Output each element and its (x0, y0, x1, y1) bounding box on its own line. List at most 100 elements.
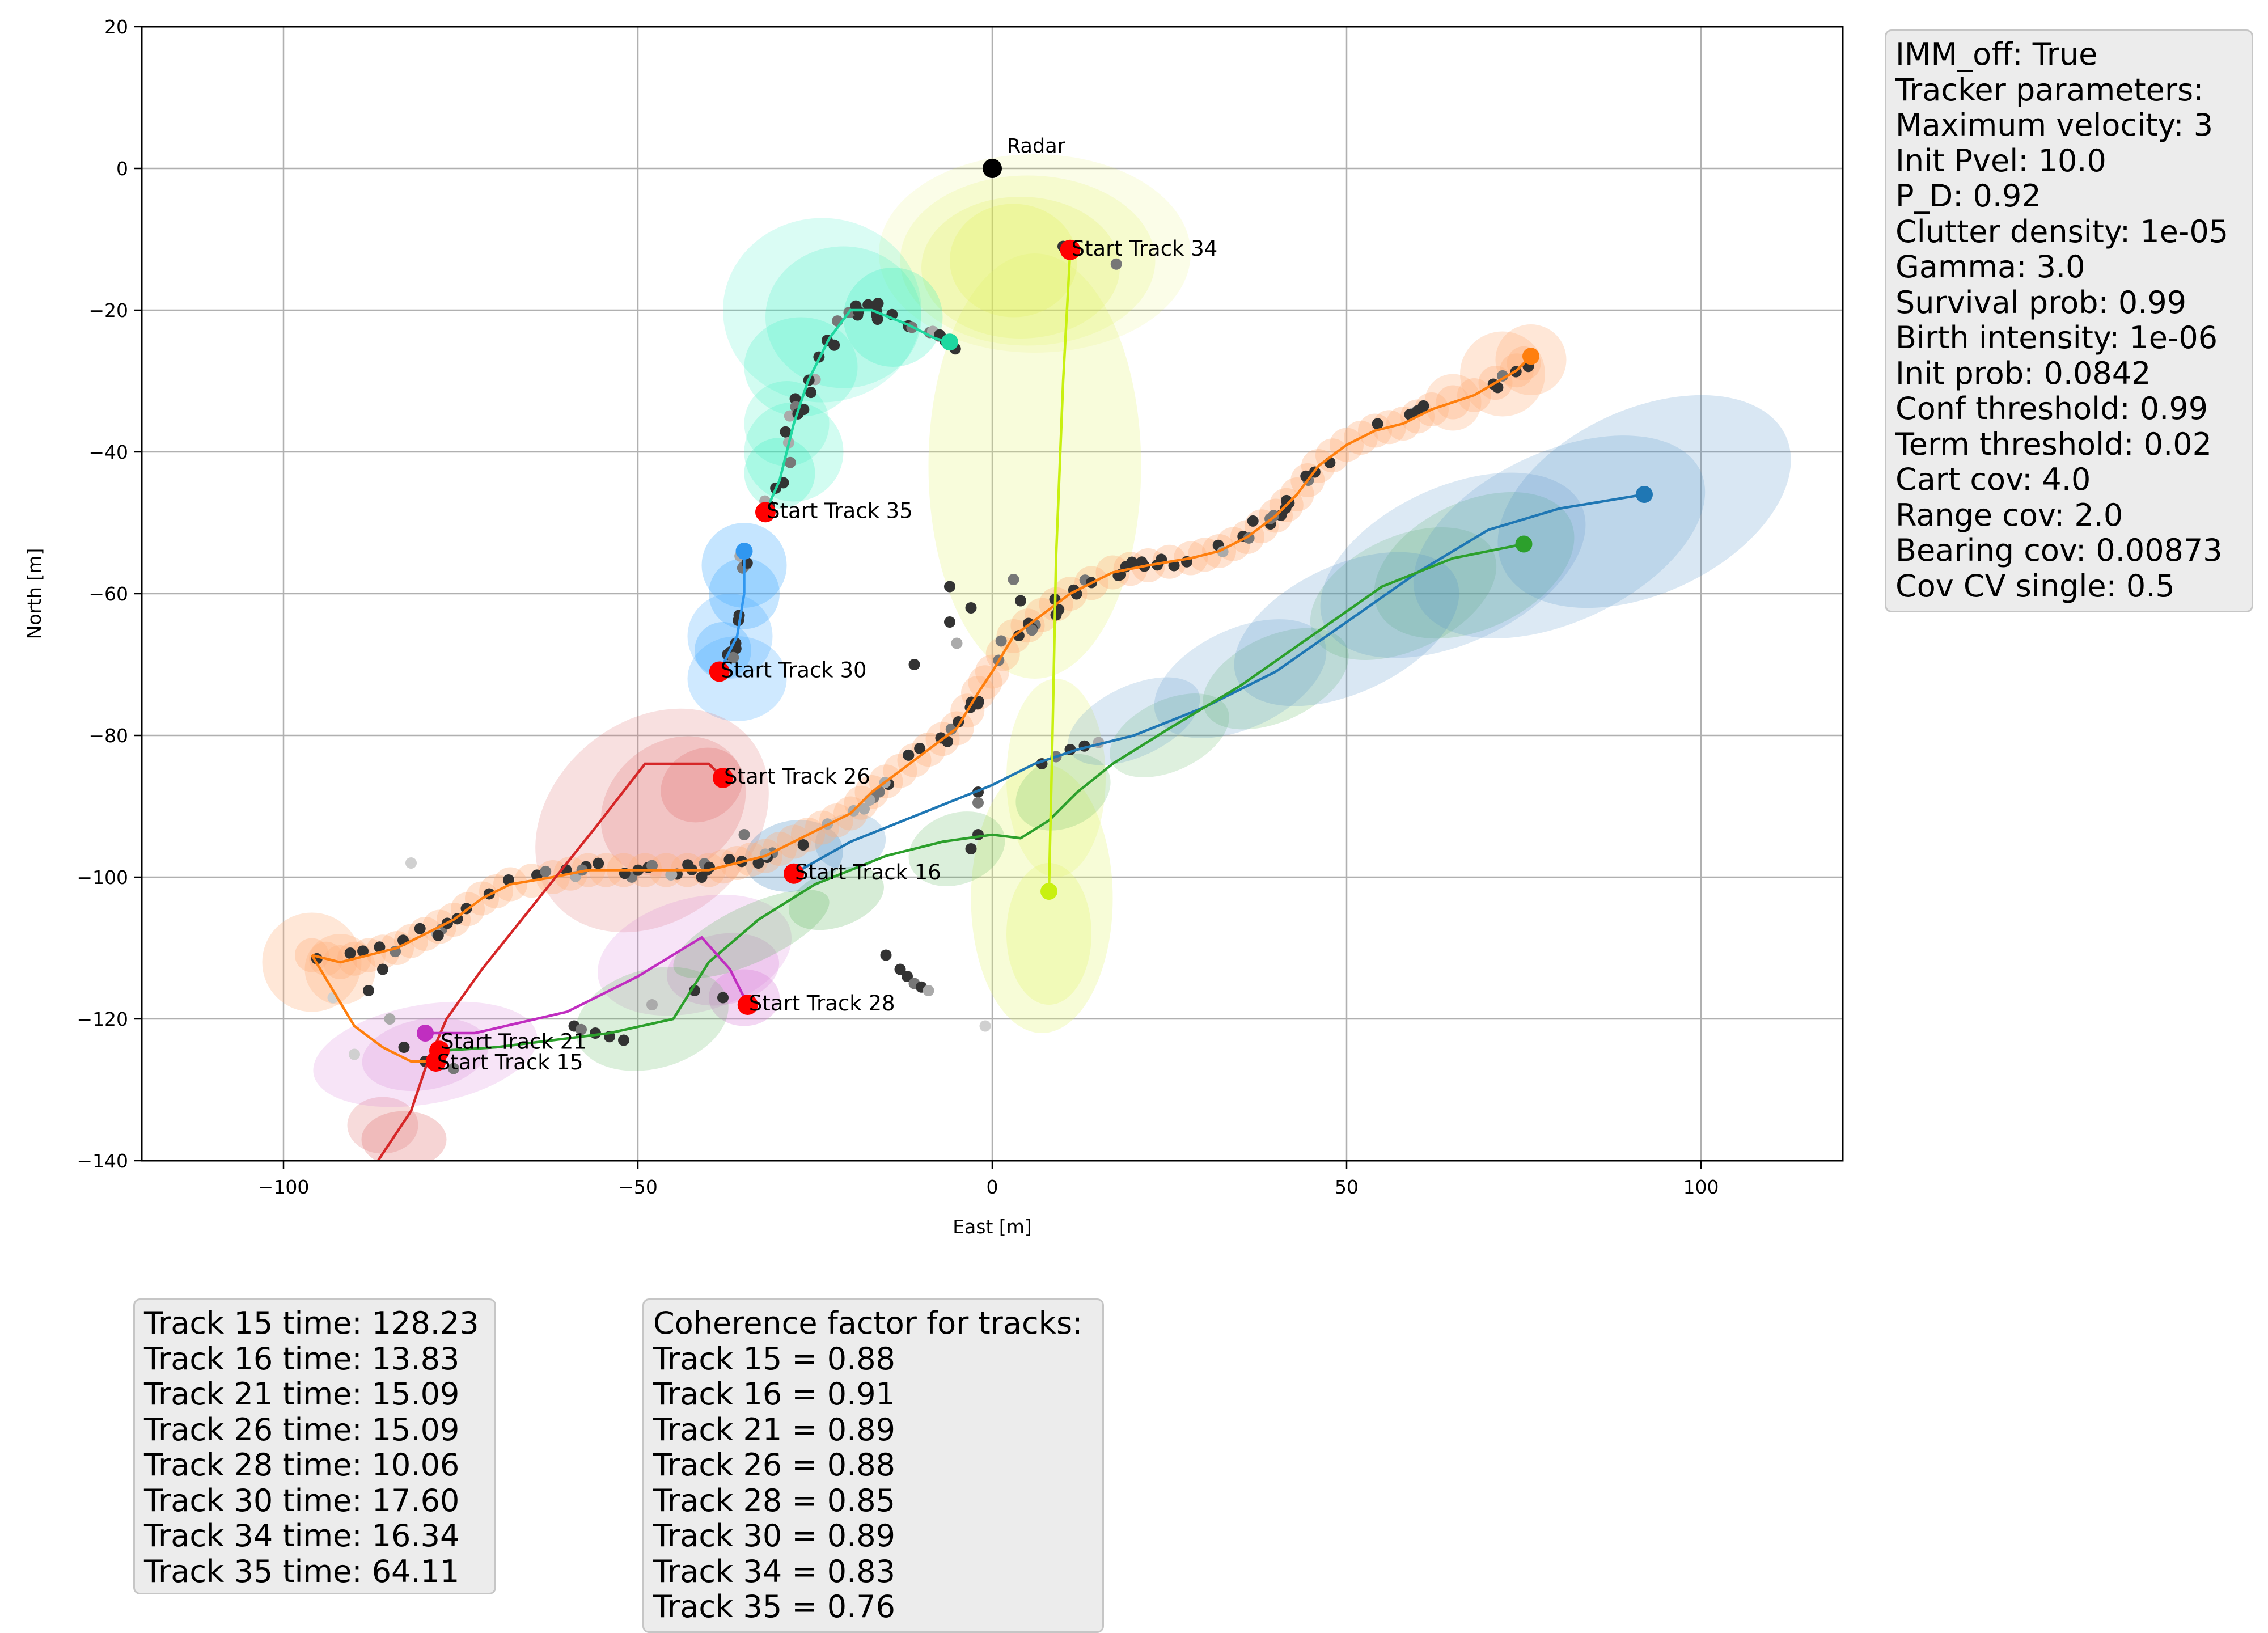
cov-ellipse-21 (1110, 693, 1229, 777)
track-start-marker-35 (755, 502, 776, 523)
track-end-marker-35 (941, 333, 958, 351)
track-line-28 (425, 936, 749, 1035)
annotations: Radar Start Track 15 Start Track 16 Start T… (437, 135, 1218, 1074)
cov-ellipse-21 (673, 890, 830, 978)
parameter-line: Cart cov: 4.0 (1895, 462, 2091, 497)
measurement-point (377, 963, 388, 975)
track-line-34 (1047, 249, 1072, 892)
cov-ellipse-26 (600, 736, 746, 877)
track-end-marker-30 (735, 543, 753, 560)
track-line-21 (439, 543, 1524, 1052)
parameter-line: Clutter density: 1e-05 (1895, 213, 2229, 249)
measurement-point (862, 299, 874, 311)
measurement-point (727, 651, 739, 663)
cov-ellipse-35 (744, 381, 830, 466)
measurement-point (780, 426, 792, 438)
track-start-marker-34 (1060, 239, 1081, 260)
measurement-point (646, 860, 658, 872)
measurement-point (432, 929, 444, 941)
measurement-point (797, 839, 809, 851)
cov-ellipse-34 (928, 253, 1141, 679)
track-start-marker-28 (737, 995, 758, 1015)
y-tick-label: 20 (104, 16, 128, 38)
measurement-point (923, 985, 934, 996)
measurement-point (1168, 560, 1180, 572)
measurement-point (717, 992, 729, 1004)
cov-ellipse-34 (900, 175, 1156, 346)
parameter-line: Init prob: 0.0842 (1895, 355, 2151, 391)
coherence-line: Track 34 = 0.83 (653, 1553, 895, 1589)
cov-ellipse-21 (1015, 754, 1111, 831)
measurement-point (357, 945, 369, 957)
measurement-point (666, 869, 678, 881)
cov-ellipse-26 (661, 747, 743, 823)
track-time-line: Track 34 time: 16.34 (144, 1518, 460, 1554)
measurement-point (951, 637, 963, 649)
track-time-line: Track 15 time: 128.23 (144, 1305, 479, 1341)
cov-ellipse-34 (1006, 863, 1091, 1005)
measurement-point (540, 865, 552, 877)
measurement-point (979, 1020, 991, 1032)
parameter-line: Survival prob: 0.99 (1895, 284, 2187, 320)
parameter-line: Maximum velocity: 3 (1895, 107, 2214, 143)
track-end-marker-28 (417, 1025, 434, 1042)
coherence-line: Track 21 = 0.89 (653, 1411, 895, 1448)
measurement-point (738, 829, 750, 840)
x-axis-label: East [m] (953, 1216, 1032, 1238)
cov-ellipse-35 (744, 438, 815, 509)
track-lines (311, 249, 1645, 1161)
x-tick-label: −100 (258, 1176, 310, 1198)
parameter-line: Range cov: 2.0 (1895, 497, 2123, 533)
x-tick-label: 0 (987, 1176, 998, 1198)
cov-ellipse-16 (1234, 552, 1459, 706)
measurement-point (1404, 409, 1416, 421)
track-end-marker-21 (1515, 535, 1533, 553)
measurement-point (448, 1063, 459, 1074)
measurement-point (576, 1023, 587, 1035)
measurement-point (531, 869, 543, 881)
measurement-point (995, 635, 1007, 647)
cov-ellipse-34 (971, 764, 1113, 1033)
y-tick-label: −60 (88, 583, 128, 605)
measurement-point (405, 857, 417, 869)
measurement-point (972, 797, 984, 809)
parameter-line: Tracker parameters: (1895, 71, 2204, 108)
y-tick-label: −40 (88, 441, 128, 463)
y-tick-label: −120 (77, 1008, 128, 1030)
start-label-track-35: Start Track 35 (767, 498, 913, 523)
parameter-line: Cov CV single: 0.5 (1895, 568, 2175, 604)
measurement-point (593, 857, 604, 869)
start-label-track-16: Start Track 16 (795, 860, 941, 885)
y-tick-label: −100 (77, 866, 128, 889)
cov-ellipse-35 (723, 218, 921, 403)
track-end-marker-15 (1522, 348, 1539, 365)
start-label-track-26: Start Track 26 (724, 764, 870, 789)
measurement-point (944, 616, 955, 628)
x-tick-label: −50 (618, 1176, 658, 1198)
cov-ellipse-16 (744, 820, 843, 892)
parameter-line: Birth intensity: 1e-06 (1895, 320, 2218, 356)
track-plot: −100 −50 0 50 100 20 0 −20 −40 −60 −80 −100 −120 −140… (23, 16, 1844, 1238)
cov-ellipse-21 (1203, 628, 1349, 730)
parameter-line: Bearing cov: 0.00873 (1895, 532, 2223, 568)
measurement-point (646, 999, 658, 1010)
measurement-point (618, 1034, 629, 1046)
measurement-point (1372, 418, 1383, 430)
tracker-parameters-box: IMM_off: True Tracker parameters: Maximum … (1885, 29, 2253, 612)
cov-ellipse-30 (687, 594, 773, 679)
measurement-point (858, 803, 870, 815)
track-line-26 (376, 762, 724, 1161)
track-end-marker-34 (1040, 883, 1057, 900)
measurement-point (1026, 624, 1038, 636)
track-line-16 (793, 493, 1645, 875)
start-label-track-15: Start Track 15 (437, 1050, 583, 1074)
measurement-point (398, 1042, 410, 1053)
measurement-point (944, 581, 955, 593)
start-label-track-30: Start Track 30 (721, 658, 867, 683)
parameter-line: P_D: 0.92 (1895, 178, 2041, 214)
cov-ellipse-35 (765, 246, 921, 388)
measurement-point (784, 456, 796, 468)
measurement-point (723, 854, 735, 866)
axis-ticks: −100 −50 0 50 100 20 0 −20 −40 −60 −80 −100 −120 −140 (77, 16, 1719, 1198)
measurement-point (414, 923, 426, 934)
